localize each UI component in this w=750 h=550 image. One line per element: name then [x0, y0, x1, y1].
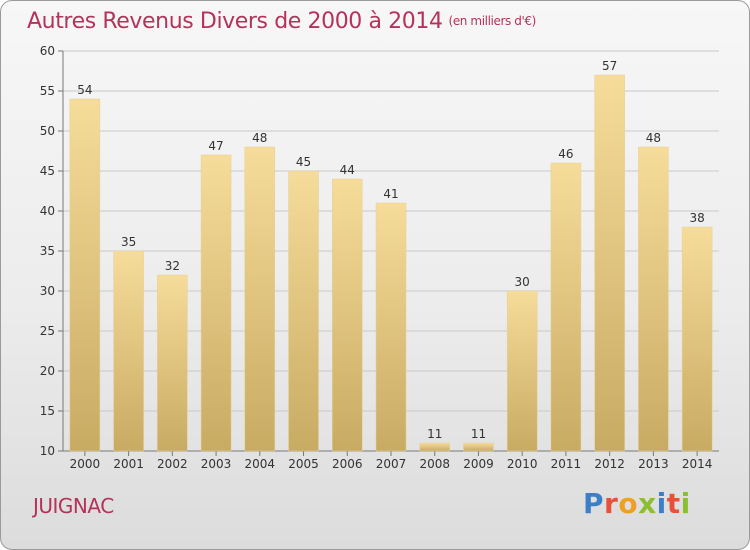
bar-2008 [419, 442, 450, 452]
y-tick-label: 55 [40, 84, 55, 98]
data-label-2010: 30 [515, 275, 530, 289]
bar-2001 [113, 250, 144, 452]
x-tick-label-2012: 2012 [594, 457, 625, 471]
logo-letter: x [638, 487, 657, 520]
x-tick-label-2013: 2013 [638, 457, 669, 471]
data-label-2003: 47 [208, 139, 223, 153]
title-unit: (en milliers d'€) [448, 14, 537, 28]
y-tick-label: 60 [40, 44, 55, 58]
y-tick-label: 30 [40, 284, 55, 298]
bar-2010 [506, 290, 538, 452]
y-tick-label: 45 [40, 164, 55, 178]
data-label-2006: 44 [340, 163, 355, 177]
proxiti-logo[interactable]: Proxiti [583, 487, 691, 520]
bar-2014 [681, 226, 713, 452]
y-tick-label: 25 [40, 324, 55, 338]
y-tick-label: 40 [40, 204, 55, 218]
y-tick-label: 35 [40, 244, 55, 258]
x-tick-label-2004: 2004 [245, 457, 276, 471]
y-tick-label: 10 [40, 444, 55, 458]
data-labels: 54 35 32 47 48 45 44 41 11 11 30 46 57 48 38 [77, 59, 705, 441]
logo-letter: i [656, 487, 667, 520]
bar-2000 [69, 98, 101, 452]
y-tick-label: 15 [40, 404, 55, 418]
bar-2003 [200, 154, 232, 452]
data-label-2013: 48 [646, 131, 661, 145]
data-label-2012: 57 [602, 59, 617, 73]
bar-2011 [550, 162, 582, 452]
data-label-2014: 38 [689, 211, 704, 225]
x-tick-label-2005: 2005 [288, 457, 319, 471]
x-tick-label-2011: 2011 [551, 457, 582, 471]
bar-2009 [463, 442, 494, 452]
data-label-2009: 11 [471, 427, 486, 441]
commune-name: JUIGNAC [33, 494, 114, 518]
data-label-2005: 45 [296, 155, 311, 169]
x-tick-label-2002: 2002 [157, 457, 188, 471]
data-label-2008: 11 [427, 427, 442, 441]
bar-2006 [332, 178, 363, 452]
logo-letter: r [604, 487, 619, 520]
data-label-2001: 35 [121, 235, 136, 249]
bar-2013 [638, 146, 669, 452]
bar-2007 [375, 202, 407, 452]
data-label-2004: 48 [252, 131, 267, 145]
bar-2005 [288, 170, 319, 452]
x-tick-label-2010: 2010 [507, 457, 538, 471]
data-label-2000: 54 [77, 83, 92, 97]
x-tick-label-2008: 2008 [419, 457, 450, 471]
x-tick-label-2007: 2007 [376, 457, 407, 471]
data-label-2011: 46 [558, 147, 573, 161]
chart-title: Autres Revenus Divers de 2000 à 2014 (en … [27, 9, 536, 34]
x-tick-label-2000: 2000 [70, 457, 101, 471]
x-tick-label-2006: 2006 [332, 457, 363, 471]
y-tick-label: 20 [40, 364, 55, 378]
x-tick-label-2001: 2001 [113, 457, 144, 471]
logo-letter: P [583, 487, 605, 520]
bar-2004 [244, 146, 276, 452]
title-text: Autres Revenus Divers de 2000 à 2014 [27, 9, 443, 34]
x-tick-label-2014: 2014 [682, 457, 713, 471]
logo-letter: o [618, 487, 639, 520]
bar-2002 [157, 274, 188, 452]
data-label-2002: 32 [165, 259, 180, 273]
x-tick-label-2003: 2003 [201, 457, 232, 471]
data-label-2007: 41 [383, 187, 398, 201]
y-tick-label: 50 [40, 124, 55, 138]
bars [69, 74, 713, 452]
x-tick-label-2009: 2009 [463, 457, 494, 471]
logo-letter: i [680, 487, 691, 520]
logo-letter: t [666, 487, 681, 520]
bar-2012 [594, 74, 625, 452]
